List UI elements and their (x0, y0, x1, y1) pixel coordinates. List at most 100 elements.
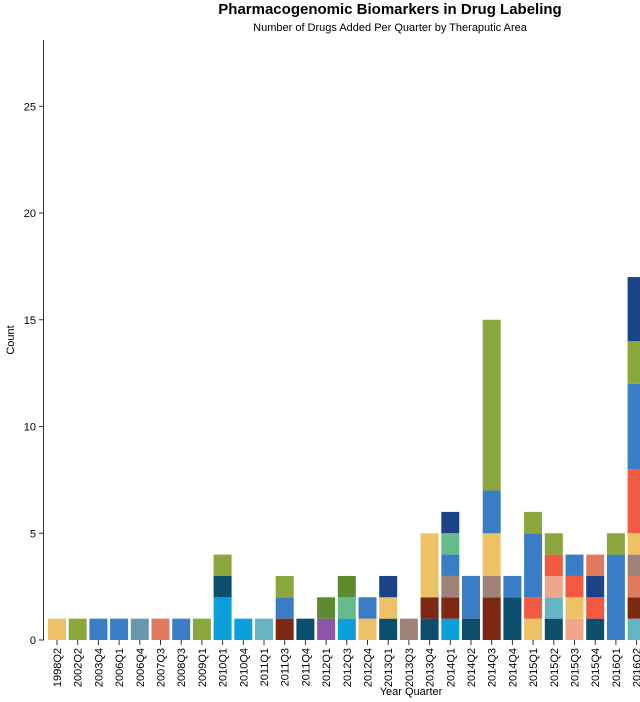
x-tick-label: 2011Q4 (300, 648, 312, 686)
bar-segment-2014Q4-1 (503, 575, 522, 598)
y-tick-label: 15 (24, 315, 36, 327)
bar-segment-2014Q3-0 (482, 597, 501, 640)
bar-segment-2011Q4-0 (296, 618, 315, 640)
x-tick-label: 2015Q4 (590, 648, 602, 687)
bar-segment-2016Q2-0 (627, 618, 640, 640)
x-tick-label: 2002Q2 (73, 648, 85, 687)
bar-segment-1998Q2-0 (48, 618, 66, 640)
bar-segment-2010Q1-0 (213, 597, 232, 640)
x-tick-label: 2009Q1 (197, 648, 209, 687)
x-tick-label: 2010Q1 (218, 648, 230, 687)
bar-segment-2010Q1-2 (213, 554, 232, 576)
bar-segment-2015Q4-1 (586, 597, 605, 619)
y-tick-label: 20 (24, 208, 36, 220)
x-tick-label: 2007Q3 (156, 648, 168, 687)
x-tick-label: 2014Q2 (466, 648, 478, 687)
bar-segment-2015Q2-1 (544, 597, 563, 619)
bar-segment-2015Q4-2 (586, 575, 605, 598)
bar-segment-2015Q3-1 (565, 597, 584, 619)
bar-segment-2013Q1-0 (379, 618, 398, 640)
bar-segment-2012Q1-1 (317, 597, 336, 619)
x-tick-label: 2013Q1 (383, 648, 395, 687)
bar-segment-2006Q1-0 (110, 618, 129, 640)
bar-segment-2014Q3-2 (482, 533, 501, 576)
bar-segment-2013Q3-0 (399, 618, 418, 640)
bar-segment-2007Q3-0 (151, 618, 170, 640)
bar-segment-2014Q1-5 (441, 511, 460, 534)
bar-segment-2011Q1-0 (255, 618, 273, 640)
x-tick-label: 2013Q4 (425, 648, 437, 687)
bar-segment-2015Q2-0 (544, 618, 563, 640)
bar-segment-2016Q2-8 (627, 277, 640, 342)
x-tick-label: 2012Q1 (321, 648, 333, 687)
bar-segment-2016Q2-4 (627, 533, 640, 555)
bar-segment-2013Q4-0 (420, 618, 439, 640)
y-tick-label: 0 (30, 635, 36, 647)
bar-segment-2016Q1-0 (606, 554, 625, 640)
bar-segment-2015Q2-2 (544, 575, 563, 598)
x-tick-label: 2011Q1 (259, 648, 271, 686)
bar-segment-2016Q2-5 (627, 469, 640, 534)
x-tick-label: 2016Q1 (611, 648, 623, 687)
bar-segment-2006Q4-0 (130, 618, 149, 640)
bar-segment-2016Q1-1 (606, 533, 625, 555)
chart-subtitle: Number of Drugs Added Per Quarter by The… (253, 22, 527, 34)
bar-segment-2015Q1-2 (524, 533, 543, 598)
x-tick-label: 2015Q1 (528, 648, 540, 687)
chart-title: Pharmacogenomic Biomarkers in Drug Label… (218, 1, 562, 18)
bar-segment-2008Q3-0 (172, 618, 191, 640)
bar-segment-2014Q1-3 (441, 554, 460, 576)
bar-segment-2013Q1-1 (379, 597, 398, 619)
x-tick-label: 2003Q4 (93, 648, 105, 687)
bar-segment-2016Q2-6 (627, 383, 640, 470)
bar-segment-2011Q3-2 (275, 575, 294, 598)
x-tick-label: 2015Q2 (549, 648, 561, 687)
bar-segment-2002Q2-0 (68, 618, 87, 640)
bar-segment-2010Q4-0 (234, 618, 253, 640)
bar-segment-2014Q2-0 (462, 618, 480, 640)
y-tick-label: 5 (30, 528, 36, 540)
bar-segment-2016Q2-3 (627, 554, 640, 576)
bar-segment-2015Q3-3 (565, 554, 584, 576)
x-axis-label: Year Quarter (380, 686, 443, 698)
x-tick-label: 2012Q3 (342, 648, 354, 687)
y-tick-label: 25 (24, 101, 36, 113)
x-tick-label: 2008Q3 (176, 648, 188, 687)
bar-segment-2012Q1-0 (317, 618, 336, 640)
x-tick-label: 2006Q4 (135, 648, 147, 687)
bar-segment-2014Q3-3 (482, 490, 501, 534)
bar-segment-2015Q4-3 (586, 554, 605, 576)
bar-segment-2012Q3-1 (337, 597, 356, 619)
bar-segment-2012Q4-1 (358, 597, 377, 619)
x-tick-label: 2014Q1 (445, 648, 457, 687)
bar-segment-2012Q3-2 (337, 575, 356, 598)
y-axis-label: Count (5, 325, 17, 354)
bar-segment-2014Q3-1 (482, 575, 501, 598)
bar-segment-2010Q1-1 (213, 575, 232, 598)
bars-group (48, 277, 640, 640)
bar-segment-2013Q4-1 (420, 597, 439, 619)
bar-segment-2015Q3-2 (565, 575, 584, 598)
bar-segment-2013Q4-2 (420, 533, 439, 598)
y-tick-label: 10 (24, 422, 36, 434)
bar-segment-2015Q1-1 (524, 597, 543, 619)
bar-segment-2016Q2-7 (627, 341, 640, 384)
x-tick-label: 1998Q2 (52, 648, 64, 687)
bar-segment-2016Q2-2 (627, 575, 640, 598)
bar-segment-2015Q3-0 (565, 618, 584, 640)
x-tick-label: 2013Q3 (404, 648, 416, 687)
x-axis-ticks: 1998Q2 2002Q2 2003Q4 2006Q1 2006Q4 2007Q3 2008… (52, 640, 640, 687)
x-tick-label: 2011Q3 (280, 648, 292, 686)
x-tick-label: 2006Q1 (114, 648, 126, 687)
bar-segment-2016Q2-1 (627, 597, 640, 619)
x-tick-label: 2016Q2 (632, 648, 640, 687)
x-tick-label: 2014Q3 (487, 648, 499, 687)
x-tick-label: 2010Q4 (238, 648, 250, 687)
bar-segment-2014Q1-1 (441, 597, 460, 619)
bar-segment-2014Q4-0 (503, 597, 522, 640)
bar-segment-2014Q1-2 (441, 575, 460, 598)
bar-segment-2011Q3-0 (275, 618, 294, 640)
bar-segment-2014Q2-1 (462, 575, 480, 619)
x-tick-label: 2015Q3 (570, 648, 582, 687)
